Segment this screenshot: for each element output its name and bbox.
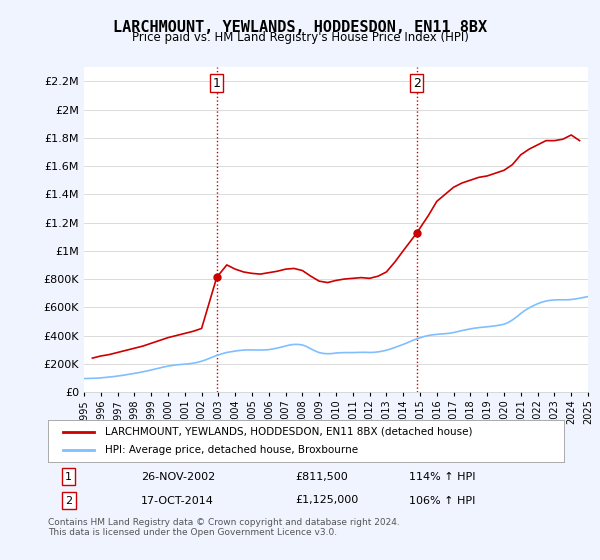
Text: 114% ↑ HPI: 114% ↑ HPI xyxy=(409,472,476,482)
Text: 1: 1 xyxy=(65,472,72,482)
Text: LARCHMOUNT, YEWLANDS, HODDESDON, EN11 8BX (detached house): LARCHMOUNT, YEWLANDS, HODDESDON, EN11 8B… xyxy=(105,427,472,437)
Text: Contains HM Land Registry data © Crown copyright and database right 2024.
This d: Contains HM Land Registry data © Crown c… xyxy=(48,518,400,538)
Text: 2: 2 xyxy=(65,496,72,506)
Text: 1: 1 xyxy=(213,77,221,90)
Text: HPI: Average price, detached house, Broxbourne: HPI: Average price, detached house, Brox… xyxy=(105,445,358,455)
Text: 2: 2 xyxy=(413,77,421,90)
Text: 17-OCT-2014: 17-OCT-2014 xyxy=(141,496,214,506)
Text: £1,125,000: £1,125,000 xyxy=(296,496,359,506)
Text: LARCHMOUNT, YEWLANDS, HODDESDON, EN11 8BX: LARCHMOUNT, YEWLANDS, HODDESDON, EN11 8B… xyxy=(113,20,487,35)
Text: Price paid vs. HM Land Registry's House Price Index (HPI): Price paid vs. HM Land Registry's House … xyxy=(131,31,469,44)
Text: 106% ↑ HPI: 106% ↑ HPI xyxy=(409,496,476,506)
Text: 26-NOV-2002: 26-NOV-2002 xyxy=(141,472,215,482)
Text: £811,500: £811,500 xyxy=(296,472,349,482)
